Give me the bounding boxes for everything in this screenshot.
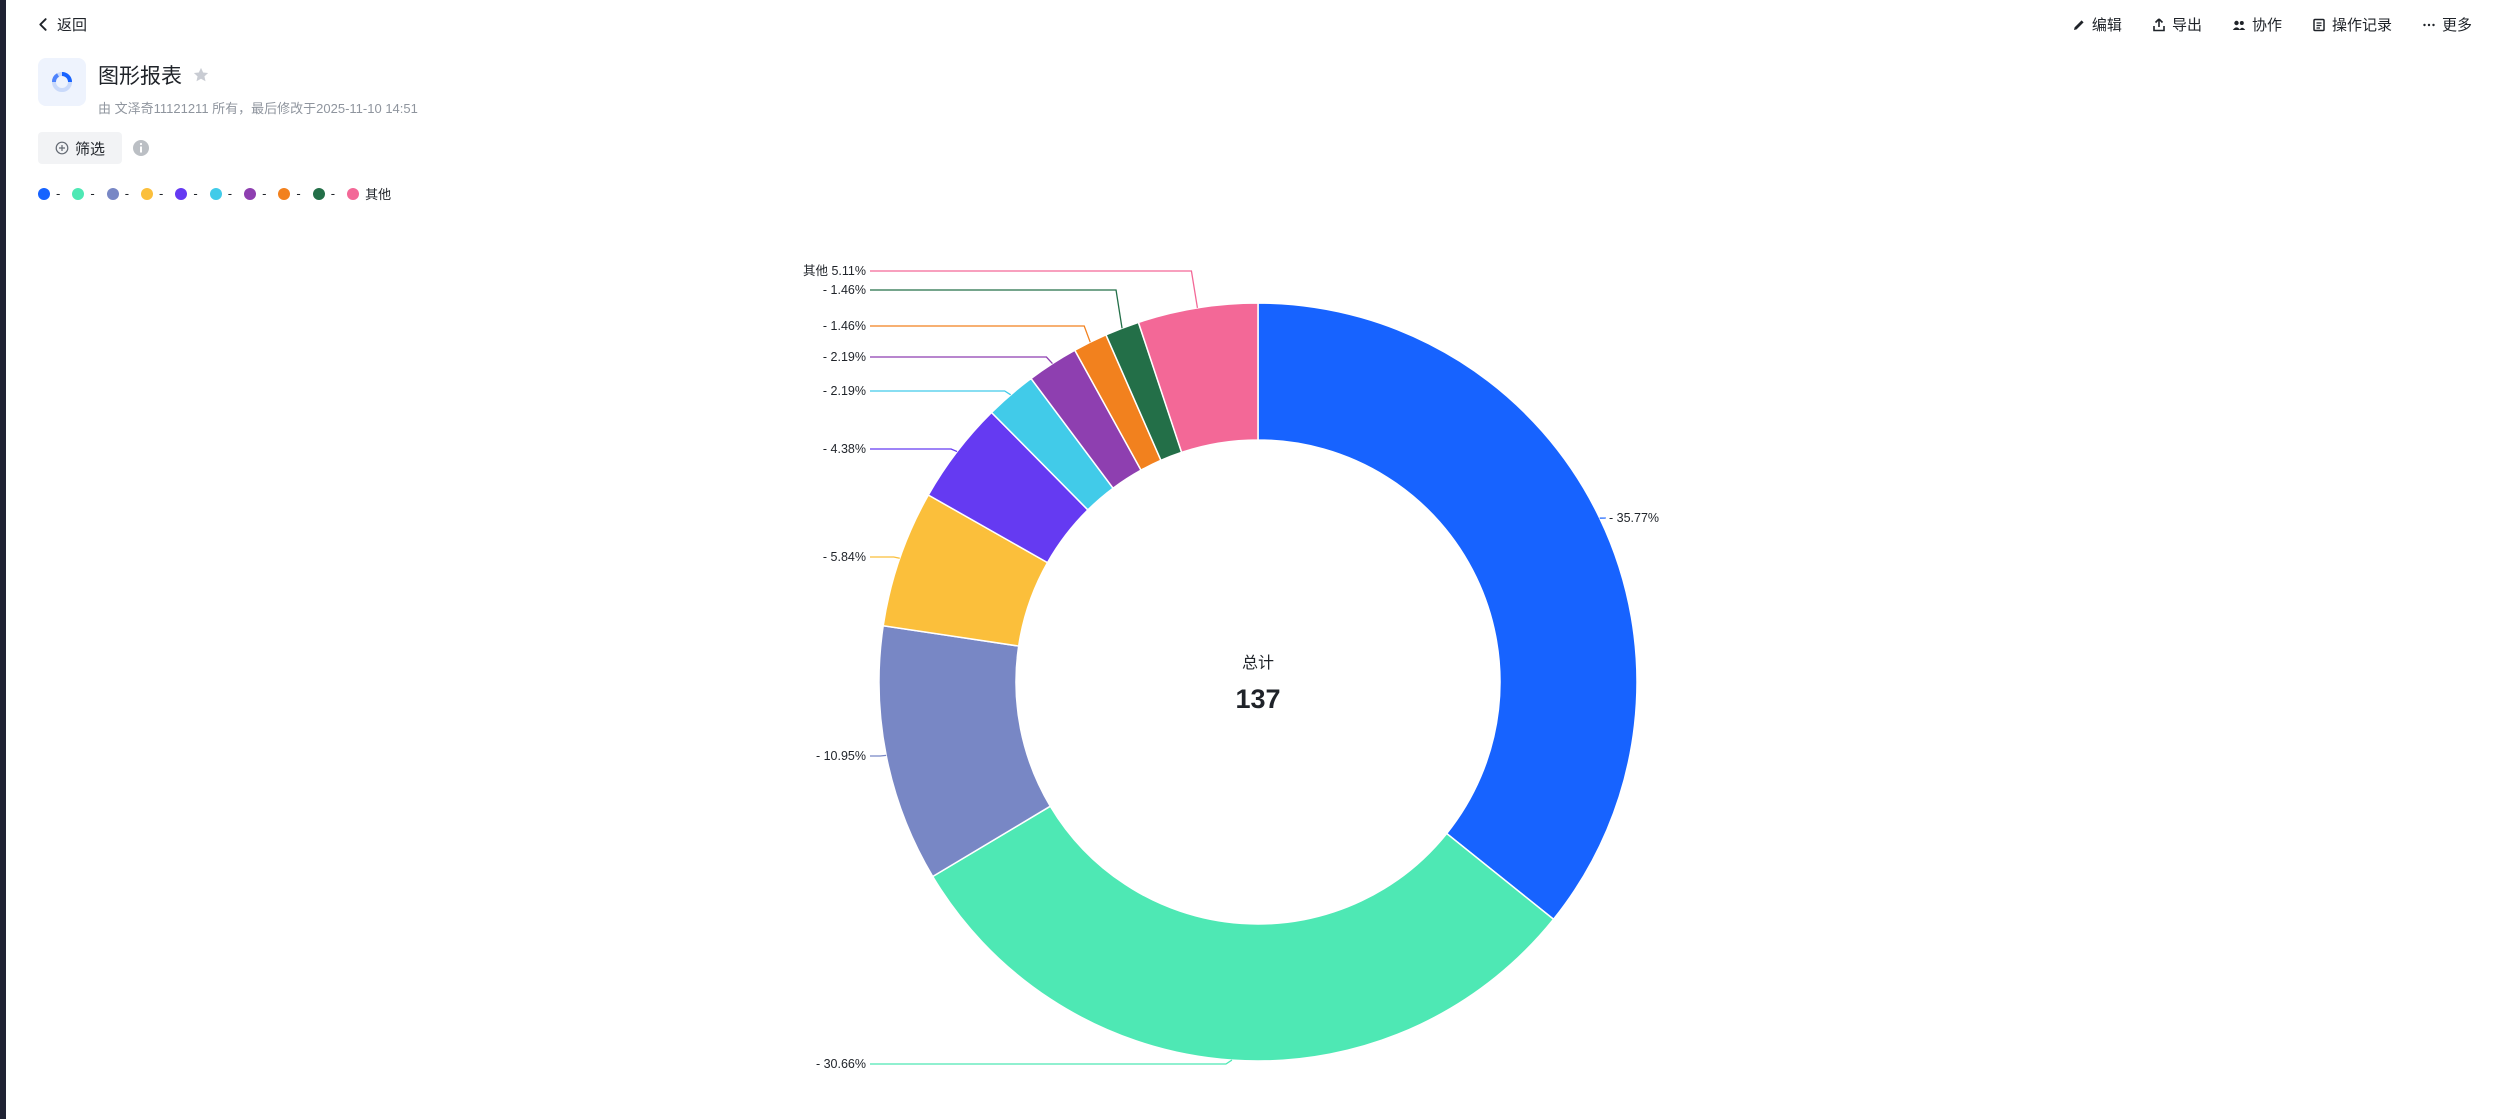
leader-line	[870, 270, 1199, 308]
legend-label: -	[124, 186, 130, 201]
back-label: 返回	[57, 17, 88, 34]
legend-label: -	[56, 186, 61, 201]
filter-row: 筛选	[38, 132, 150, 164]
legend-item[interactable]: -	[175, 186, 198, 201]
donut-slice[interactable]	[1137, 302, 1259, 454]
leader-line	[870, 448, 958, 453]
legend-label: -	[330, 186, 336, 201]
legend-item[interactable]: -	[38, 186, 60, 201]
leader-line	[870, 556, 900, 559]
legend-swatch	[175, 187, 188, 200]
filter-button[interactable]: 筛选	[38, 132, 122, 164]
edit-icon	[2073, 19, 2084, 30]
slice-percent-label: - 4.38%	[823, 442, 866, 456]
page-title: 图形报表	[98, 65, 182, 88]
legend-item[interactable]: -	[244, 186, 266, 201]
leader-line	[870, 289, 1123, 329]
legend-label: -	[227, 186, 233, 201]
edit-button[interactable]: 编辑	[2072, 14, 2122, 35]
more-button[interactable]: 更多	[2422, 14, 2472, 35]
legend-item[interactable]: -	[278, 186, 301, 201]
collaborate-button[interactable]: 协作	[2232, 14, 2282, 35]
leader-line	[870, 1059, 1233, 1065]
export-icon	[2153, 17, 2165, 31]
favorite-star-button[interactable]	[192, 66, 210, 84]
export-button[interactable]: 导出	[2152, 14, 2202, 35]
legend-label: -	[193, 186, 198, 201]
window-left-edge	[0, 0, 6, 1119]
leader-line	[870, 356, 1053, 365]
action-bar: 编辑 导出 协作 操作记录 更多	[2072, 14, 2472, 35]
legend-item[interactable]: -	[209, 186, 233, 201]
legend-label: -	[90, 186, 95, 201]
legend-swatch	[72, 187, 85, 200]
legend-item[interactable]: -	[72, 186, 95, 201]
edit-label: 编辑	[2091, 17, 2122, 34]
leader-line-group	[870, 270, 1606, 1065]
slice-percent-label: - 30.66%	[816, 1057, 866, 1071]
slice-percent-label: - 2.19%	[823, 384, 866, 398]
slice-percent-label: - 10.95%	[816, 749, 866, 763]
legend-item[interactable]: -	[106, 186, 130, 201]
donut-slice[interactable]	[931, 805, 1555, 1062]
leader-line	[870, 390, 1012, 396]
export-label: 导出	[2171, 17, 2202, 34]
chart-legend: - - - - - - - - - 其他	[38, 184, 391, 203]
leader-line	[870, 754, 887, 757]
legend-swatch	[106, 187, 119, 200]
slice-percent-label: - 1.46%	[823, 319, 866, 333]
owner-modified-info: 由 文泽奇11121211 所有，最后修改于2025-11-10 14:51	[98, 101, 418, 116]
donut-center-label: 总计	[1242, 654, 1274, 672]
donut-chart-icon	[51, 72, 72, 92]
legend-swatch	[312, 187, 325, 200]
legend-swatch	[347, 187, 360, 200]
add-filter-icon	[55, 141, 69, 155]
history-button[interactable]: 操作记录	[2312, 14, 2392, 35]
star-icon	[193, 67, 209, 82]
collaborate-icon	[2232, 20, 2246, 30]
collaborate-label: 协作	[2251, 17, 2282, 34]
legend-item[interactable]: -	[312, 186, 336, 201]
back-button[interactable]: 返回	[38, 14, 87, 35]
legend-item[interactable]: -	[141, 186, 163, 201]
slice-percent-label: - 35.77%	[1609, 511, 1659, 525]
slice-percent-label: - 1.46%	[823, 283, 866, 297]
more-icon	[2423, 23, 2435, 26]
slice-group	[878, 302, 1638, 1062]
report-header: 图形报表 由 文泽奇11121211 所有，最后修改于2025-11-10 14…	[38, 58, 418, 117]
donut-slice[interactable]	[1257, 302, 1638, 921]
more-label: 更多	[2441, 17, 2472, 34]
donut-center-total: 137	[1235, 684, 1280, 714]
chevron-left-icon	[39, 18, 47, 31]
legend-swatch	[38, 187, 50, 200]
leader-line	[870, 325, 1091, 343]
info-icon[interactable]	[132, 139, 150, 157]
legend-swatch	[141, 187, 154, 200]
legend-swatch	[278, 187, 291, 200]
legend-label: -	[159, 186, 164, 201]
legend-swatch	[244, 187, 257, 200]
slice-percent-label: 其他 5.11%	[803, 264, 866, 278]
legend-item[interactable]: 其他	[347, 184, 391, 203]
slice-percent-label: - 5.84%	[823, 550, 866, 564]
legend-label: -	[262, 186, 267, 201]
history-label: 操作记录	[2331, 17, 2392, 34]
report-chart-icon	[38, 58, 86, 106]
legend-label: 其他	[365, 187, 392, 202]
slice-percent-label: - 2.19%	[823, 350, 866, 364]
legend-label: -	[296, 186, 301, 201]
history-icon	[2313, 18, 2325, 31]
top-toolbar: 返回 编辑 导出 协作 操作记录 更多	[38, 14, 2472, 44]
filter-label: 筛选	[74, 140, 105, 158]
legend-swatch	[209, 187, 222, 200]
slice-label-group: - 35.77% - 30.66% - 10.95% - 5.84% - 4.38% - …	[803, 264, 1659, 1071]
